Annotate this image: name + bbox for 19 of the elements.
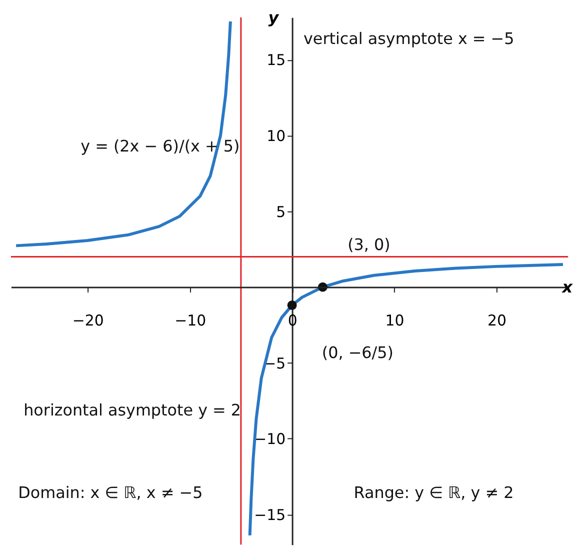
x-tick-label: 10 — [385, 311, 404, 330]
y-tick-label: 15 — [266, 51, 286, 70]
y-tick-label: −15 — [254, 506, 286, 524]
y-tick-label: 5 — [276, 202, 286, 221]
annotation: vertical asymptote x = −5 — [304, 29, 514, 48]
annotation: Domain: x ∈ ℝ, x ≠ −5 — [18, 482, 203, 502]
annotation: (3, 0) — [348, 235, 390, 254]
annotation: Range: y ∈ ℝ, y ≠ 2 — [354, 482, 514, 502]
y-tick-label: −10 — [254, 430, 286, 448]
annotation: y = (2x − 6)/(x + 5) — [80, 136, 240, 156]
y-tick-label: −5 — [264, 354, 286, 372]
x-axis-title: x — [561, 278, 574, 297]
annotation: (0, −6/5) — [322, 342, 394, 362]
y-axis-title: y — [268, 8, 280, 27]
annotation: horizontal asymptote y = 2 — [24, 400, 242, 420]
x-tick-label: 20 — [488, 311, 506, 330]
x-tick-label: −20 — [72, 311, 104, 330]
x-tick-label: −10 — [174, 311, 206, 330]
y-tick-label: 10 — [266, 127, 286, 146]
